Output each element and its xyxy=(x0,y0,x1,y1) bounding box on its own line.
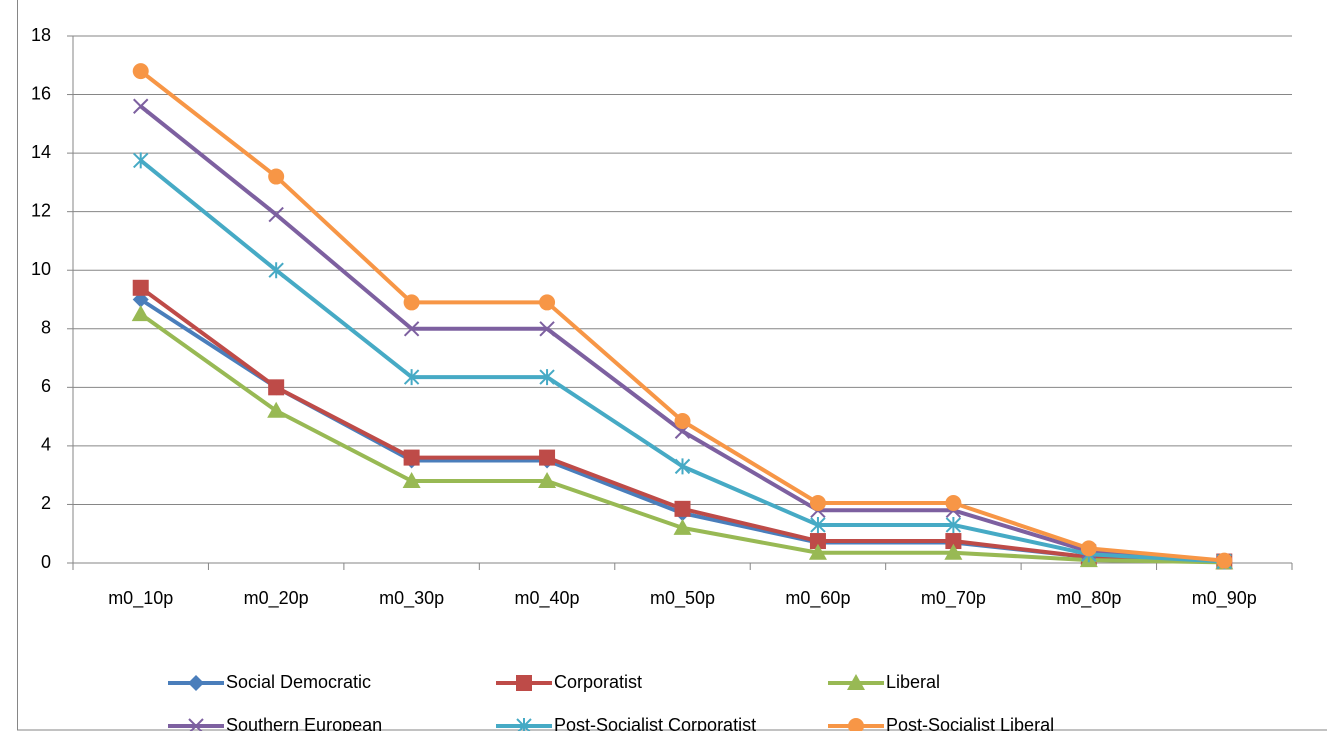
marker xyxy=(539,294,556,311)
marker xyxy=(268,262,284,279)
marker xyxy=(538,472,557,489)
legend-label: Post-Socialist Corporatist xyxy=(554,715,756,731)
y-tick-label: 0 xyxy=(41,552,51,572)
marker xyxy=(674,458,691,475)
marker xyxy=(945,494,962,511)
x-tick-label: m0_70p xyxy=(921,588,986,609)
marker xyxy=(403,449,420,466)
x-tick-label: m0_60p xyxy=(785,588,850,609)
marker xyxy=(673,518,692,535)
legend-label: Social Democratic xyxy=(226,672,371,692)
y-tick-label: 2 xyxy=(41,493,51,513)
marker xyxy=(133,152,149,169)
x-tick-label: m0_20p xyxy=(244,588,309,609)
y-tick-label: 18 xyxy=(31,25,51,45)
y-tick-label: 10 xyxy=(31,259,51,279)
marker xyxy=(944,543,963,560)
marker xyxy=(1080,540,1097,557)
marker xyxy=(808,543,827,560)
marker xyxy=(132,279,149,296)
x-tick-label: m0_80p xyxy=(1056,588,1121,609)
marker xyxy=(403,321,420,337)
legend-label: Liberal xyxy=(886,672,940,692)
marker xyxy=(133,98,149,114)
marker xyxy=(847,674,865,690)
marker xyxy=(848,718,864,731)
marker xyxy=(945,516,962,533)
marker xyxy=(267,401,286,418)
y-tick-label: 16 xyxy=(31,83,51,103)
marker xyxy=(539,369,555,386)
y-tick-label: 4 xyxy=(41,435,51,455)
y-tick-label: 8 xyxy=(41,318,51,338)
chart-frame xyxy=(17,0,1327,731)
marker xyxy=(188,675,204,691)
marker xyxy=(403,369,420,386)
marker xyxy=(810,516,826,533)
marker xyxy=(403,294,420,311)
marker xyxy=(516,675,532,691)
x-tick-label: m0_90p xyxy=(1192,588,1257,609)
legend-label: Post-Socialist Liberal xyxy=(886,715,1054,731)
marker xyxy=(539,321,555,337)
marker xyxy=(539,449,556,466)
y-tick-label: 12 xyxy=(31,200,51,220)
legend-label: Corporatist xyxy=(554,672,642,692)
marker xyxy=(268,168,285,185)
x-tick-label: m0_50p xyxy=(650,588,715,609)
y-tick-label: 6 xyxy=(41,376,51,396)
marker xyxy=(402,472,421,489)
marker xyxy=(674,413,691,430)
marker xyxy=(1216,552,1233,569)
x-tick-label: m0_10p xyxy=(108,588,173,609)
marker xyxy=(809,533,826,550)
marker xyxy=(268,379,285,396)
y-tick-label: 14 xyxy=(31,142,51,162)
legend-label: Southern European xyxy=(226,715,382,731)
marker xyxy=(131,305,150,322)
marker xyxy=(809,494,826,511)
marker xyxy=(268,206,284,223)
marker xyxy=(945,533,962,550)
x-tick-label: m0_30p xyxy=(379,588,444,609)
x-tick-label: m0_40p xyxy=(515,588,580,609)
marker xyxy=(674,500,691,517)
marker xyxy=(132,63,149,80)
